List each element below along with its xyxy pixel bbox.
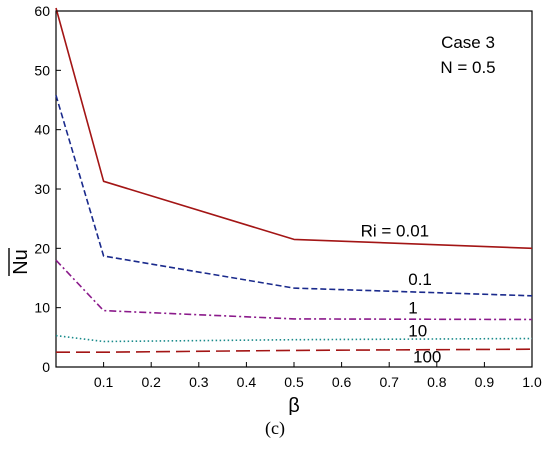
series-line-1 [55,95,533,297]
series-line-2 [55,259,533,321]
y-tick-label: 30 [34,181,50,197]
x-tick-label: 0.7 [379,374,399,390]
series-layer [55,7,533,354]
series-line-0 [55,7,533,250]
series-annotation: 1 [408,299,417,318]
x-tick-label: 0.5 [284,374,304,390]
series-annotation: Ri = 0.01 [361,221,430,240]
y-tick-label: 0 [42,359,50,375]
chart: 0.1 0.2 0.3 0.4 0.5 0.6 0.7 0.8 0.9 1.0 0 10 20 30 40 5… [8,3,542,415]
y-tick-label: 40 [34,122,50,138]
x-tick-label: 0.6 [332,374,352,390]
y-tick-label: 20 [34,240,50,256]
y-tick-label: 50 [34,62,50,78]
series-line-3 [55,334,533,343]
x-tick-label: 0.1 [94,374,114,390]
annotation-layer: Ri = 0.01 0.1 1 10 100 [361,221,442,366]
figure-caption: (c) [265,418,285,438]
info-box-line-case: Case 3 [441,33,495,52]
x-tick-label: 0.9 [475,374,495,390]
x-tick-label: 1.0 [522,374,542,390]
series-annotation: 100 [413,347,441,366]
x-tick-label: 0.2 [141,374,161,390]
info-box-line-n: N = 0.5 [440,58,495,77]
y-tick-label: 60 [34,3,50,19]
y-axis-label: Nu [10,249,32,275]
y-tick-label: 10 [34,300,50,316]
x-tick-label: 0.3 [189,374,209,390]
x-axis-label: β [288,395,300,415]
x-tick-label: 0.8 [427,374,447,390]
series-annotation: 0.1 [408,270,432,289]
series-annotation: 10 [408,322,427,341]
tick-layer: 0.1 0.2 0.3 0.4 0.5 0.6 0.7 0.8 0.9 1.0 0 10 20 30 40 5… [34,3,542,390]
series-line-4 [56,348,533,354]
x-tick-label: 0.4 [237,374,257,390]
